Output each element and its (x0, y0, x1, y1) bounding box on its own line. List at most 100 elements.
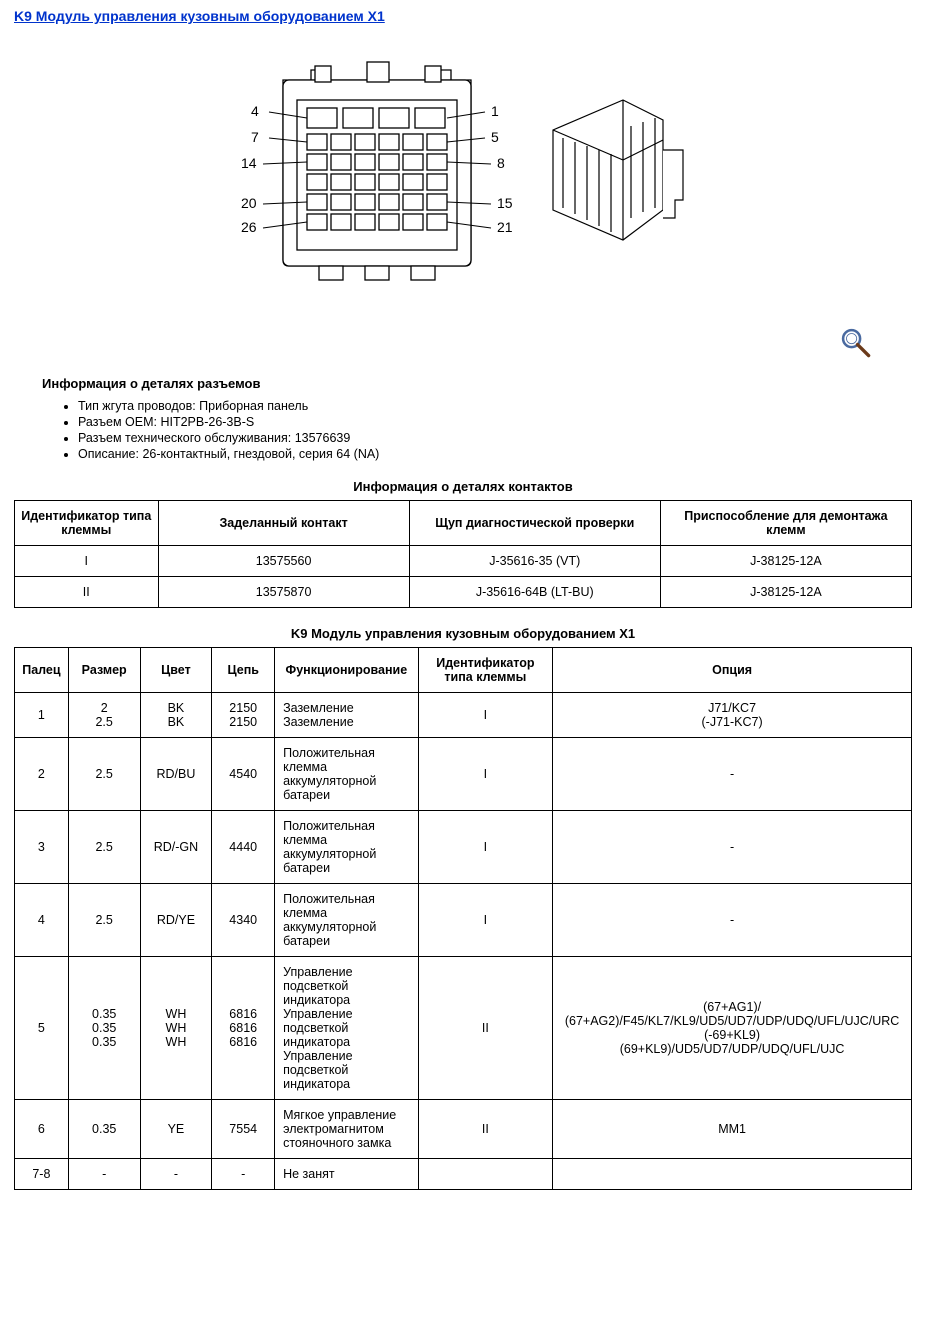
pin-label: 5 (491, 129, 499, 145)
table-cell: BKBK (140, 693, 212, 738)
detail-item: Описание: 26-контактный, гнездовой, сери… (78, 447, 912, 461)
table-cell: I (15, 546, 159, 577)
table-header: Идентификатор типа клеммы (418, 648, 553, 693)
table-cell: - (553, 884, 912, 957)
table-cell: 1 (15, 693, 69, 738)
table-cell: II (15, 577, 159, 608)
pin-label: 21 (497, 219, 513, 235)
table-header: Размер (68, 648, 140, 693)
table-cell: 4540 (212, 738, 275, 811)
table-cell: 7554 (212, 1100, 275, 1159)
table-cell: Мягкое управление электромагнитом стояно… (275, 1100, 419, 1159)
table-cell: RD/YE (140, 884, 212, 957)
table-header: Щуп диагностической проверки (409, 501, 660, 546)
pin-label: 26 (241, 219, 257, 235)
table-cell: 681668166816 (212, 957, 275, 1100)
table-cell: 4 (15, 884, 69, 957)
table-cell: 2.5 (68, 884, 140, 957)
pin-label: 20 (241, 195, 257, 211)
table-cell (418, 1159, 553, 1190)
table-cell: I (418, 693, 553, 738)
table-cell: Управление подсветкой индикатораУправлен… (275, 957, 419, 1100)
table-cell: I (418, 811, 553, 884)
table-cell: Не занят (275, 1159, 419, 1190)
table-cell: 2.5 (68, 811, 140, 884)
table-cell: Положительная клемма аккумуляторной бата… (275, 811, 419, 884)
table-cell: - (68, 1159, 140, 1190)
connector-svg: 4 7 14 20 26 1 5 8 15 21 ↓ (203, 52, 723, 312)
table-cell: 3 (15, 811, 69, 884)
pin-label: 7 (251, 129, 259, 145)
table-cell: J71/KC7(-J71-KC7) (553, 693, 912, 738)
magnifier-icon[interactable] (838, 325, 872, 359)
table-cell: J-38125-12A (660, 577, 911, 608)
detail-item: Разъем технического обслуживания: 135766… (78, 431, 912, 445)
pin-label: 1 (491, 103, 499, 119)
table-cell: II (418, 957, 553, 1100)
table-cell: 4340 (212, 884, 275, 957)
table-header: Палец (15, 648, 69, 693)
table-cell: I (418, 884, 553, 957)
table-cell: 13575870 (158, 577, 409, 608)
table-cell: 7-8 (15, 1159, 69, 1190)
detail-item: Тип жгута проводов: Приборная панель (78, 399, 912, 413)
details-heading: Информация о деталях разъемов (42, 376, 912, 391)
table-cell: Положительная клемма аккумуляторной бата… (275, 738, 419, 811)
table-header: Цепь (212, 648, 275, 693)
detail-item: Разъем OEM: HIT2PB-26-3B-S (78, 415, 912, 429)
table-cell: 6 (15, 1100, 69, 1159)
table-cell: - (212, 1159, 275, 1190)
page-title-link[interactable]: K9 Модуль управления кузовным оборудован… (14, 8, 385, 24)
table-cell: 0.35 (68, 1100, 140, 1159)
table-cell: WHWHWH (140, 957, 212, 1100)
table-header: Приспособление для демонтажа клемм (660, 501, 911, 546)
details-list: Тип жгута проводов: Приборная панель Раз… (14, 399, 912, 461)
table-cell: J-35616-35 (VT) (409, 546, 660, 577)
connector-diagram: 4 7 14 20 26 1 5 8 15 21 ↓ (14, 52, 912, 315)
table-cell: 4440 (212, 811, 275, 884)
table-cell: 2.5 (68, 738, 140, 811)
table-cell: 2 (15, 738, 69, 811)
table-header: Идентификатор типа клеммы (15, 501, 159, 546)
table-row: 50.350.350.35WHWHWH681668166816Управлени… (15, 957, 912, 1100)
table-cell: J-35616-64B (LT-BU) (409, 577, 660, 608)
table-cell: 13575560 (158, 546, 409, 577)
table-cell: - (553, 738, 912, 811)
table-cell: RD/BU (140, 738, 212, 811)
table-cell: Положительная клемма аккумуляторной бата… (275, 884, 419, 957)
pins-table: ПалецРазмерЦветЦепьФункционированиеИдент… (14, 647, 912, 1190)
table-row: I13575560J-35616-35 (VT)J-38125-12A (15, 546, 912, 577)
table1-caption: Информация о деталях контактов (14, 479, 912, 494)
table-cell: - (140, 1159, 212, 1190)
arrow-icon: ↓ (598, 67, 608, 89)
table-header: Заделанный контакт (158, 501, 409, 546)
table-header: Функционирование (275, 648, 419, 693)
table-row: 7-8---Не занят (15, 1159, 912, 1190)
table-row: 42.5RD/YE4340Положительная клемма аккуму… (15, 884, 912, 957)
table-cell: - (553, 811, 912, 884)
table-cell: RD/-GN (140, 811, 212, 884)
table-row: 122.5BKBK21502150ЗаземлениеЗаземлениеIJ7… (15, 693, 912, 738)
table-row: II13575870J-35616-64B (LT-BU)J-38125-12A (15, 577, 912, 608)
table-cell: 5 (15, 957, 69, 1100)
table-cell (553, 1159, 912, 1190)
table-row: 32.5RD/-GN4440Положительная клемма аккум… (15, 811, 912, 884)
contacts-table: Идентификатор типа клеммыЗаделанный конт… (14, 500, 912, 608)
table-cell: 21502150 (212, 693, 275, 738)
table-cell: ЗаземлениеЗаземление (275, 693, 419, 738)
pin-label: 15 (497, 195, 513, 211)
table-cell: I (418, 738, 553, 811)
table-cell: II (418, 1100, 553, 1159)
table-cell: (67+AG1)/(67+AG2)/F45/KL7/KL9/UD5/UD7/UD… (553, 957, 912, 1100)
table-row: 60.35YE7554Мягкое управление электромагн… (15, 1100, 912, 1159)
table-cell: 0.350.350.35 (68, 957, 140, 1100)
table2-caption: K9 Модуль управления кузовным оборудован… (14, 626, 912, 641)
table-cell: YE (140, 1100, 212, 1159)
pin-label: 4 (251, 103, 259, 119)
table-header: Опция (553, 648, 912, 693)
table-cell: J-38125-12A (660, 546, 911, 577)
table-cell: MM1 (553, 1100, 912, 1159)
table-cell: 22.5 (68, 693, 140, 738)
pin-label: 14 (241, 155, 257, 171)
table-header: Цвет (140, 648, 212, 693)
